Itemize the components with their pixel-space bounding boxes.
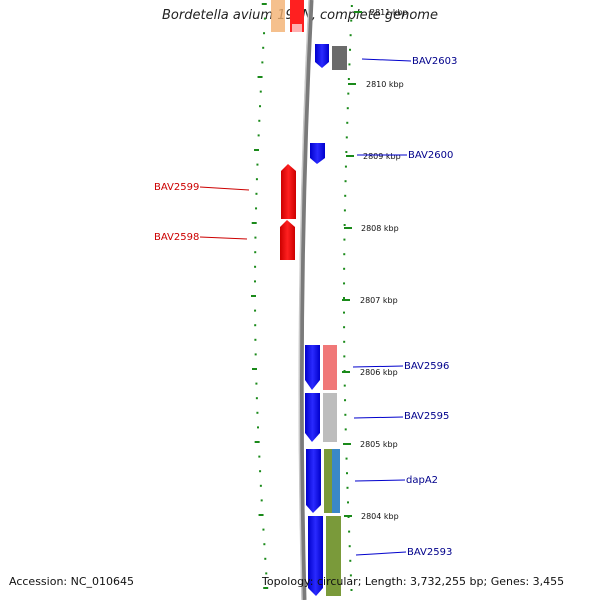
- svg-text:2807 kbp: 2807 kbp: [360, 296, 398, 305]
- gene-label-dapa2[interactable]: dapA2: [354, 475, 438, 486]
- kbp-marker: 2811 kbp: [354, 8, 408, 17]
- accession-text: Accession: NC_010645: [9, 575, 135, 588]
- gene-bav2603[interactable]: [315, 44, 329, 68]
- svg-text:BAV2603: BAV2603: [412, 56, 457, 67]
- svg-text:BAV2599: BAV2599: [154, 182, 199, 193]
- feature-dapa2-olive: [324, 449, 332, 513]
- gene-label-bav2600[interactable]: BAV2600: [357, 150, 453, 161]
- gene-label-bav2603[interactable]: BAV2603: [361, 56, 457, 67]
- svg-text:2806 kbp: 2806 kbp: [360, 368, 398, 377]
- kbp-marker: 2804 kbp: [344, 512, 399, 521]
- svg-text:BAV2595: BAV2595: [404, 411, 449, 422]
- kbp-marker: 2807 kbp: [342, 296, 398, 305]
- gene-bav2600[interactable]: [310, 143, 325, 164]
- gene-label-bav2596[interactable]: BAV2596: [352, 361, 449, 372]
- svg-text:2805 kbp: 2805 kbp: [360, 440, 398, 449]
- svg-text:BAV2593: BAV2593: [407, 547, 452, 558]
- gene-bav2598[interactable]: [280, 220, 295, 260]
- gene-bav2603-neighbor: [332, 46, 347, 70]
- svg-text:BAV2598: BAV2598: [154, 232, 199, 243]
- gene-bav2599[interactable]: [281, 164, 296, 219]
- feature-bav2593-olive: [326, 516, 341, 596]
- gene-label-bav2598[interactable]: BAV2598: [154, 232, 248, 243]
- gene-label-bav2599[interactable]: BAV2599: [154, 182, 250, 193]
- gene-label-bav2593[interactable]: BAV2593: [355, 547, 452, 558]
- genome-backbone-highlight: [298, 0, 310, 600]
- feature-bav2596-salmon: [323, 345, 337, 390]
- feature-dapa2-teal: [332, 449, 340, 513]
- kbp-marker: 2805 kbp: [343, 440, 398, 449]
- right-tick-track: [343, 5, 353, 591]
- svg-text:2804 kbp: 2804 kbp: [361, 512, 399, 521]
- kbp-marker: 2806 kbp: [342, 368, 398, 377]
- svg-text:BAV2600: BAV2600: [408, 150, 453, 161]
- feature-top-orange: [271, 0, 285, 32]
- svg-text:2811 kbp: 2811 kbp: [370, 8, 408, 17]
- kbp-marker: 2809 kbp: [346, 152, 401, 161]
- gene-bav2593[interactable]: [308, 516, 323, 596]
- svg-text:dapA2: dapA2: [406, 475, 438, 486]
- kbp-marker: 2810 kbp: [348, 80, 404, 89]
- svg-text:2809 kbp: 2809 kbp: [363, 152, 401, 161]
- gene-bav2596[interactable]: [305, 345, 320, 390]
- left-tick-track: [250, 3, 269, 589]
- svg-text:2810 kbp: 2810 kbp: [366, 80, 404, 89]
- svg-text:2808 kbp: 2808 kbp: [361, 224, 399, 233]
- gene-bav2595[interactable]: [305, 393, 320, 442]
- gene-dapa2-forward[interactable]: [306, 449, 321, 513]
- genome-backbone: [298, 0, 314, 600]
- feature-top-pink: [292, 24, 302, 32]
- svg-text:BAV2596: BAV2596: [404, 361, 449, 372]
- kbp-marker: 2808 kbp: [344, 224, 399, 233]
- topology-text: Topology: circular; Length: 3,732,255 bp…: [262, 575, 565, 588]
- gene-label-bav2595[interactable]: BAV2595: [353, 411, 449, 422]
- feature-bav2595-gray: [323, 393, 337, 442]
